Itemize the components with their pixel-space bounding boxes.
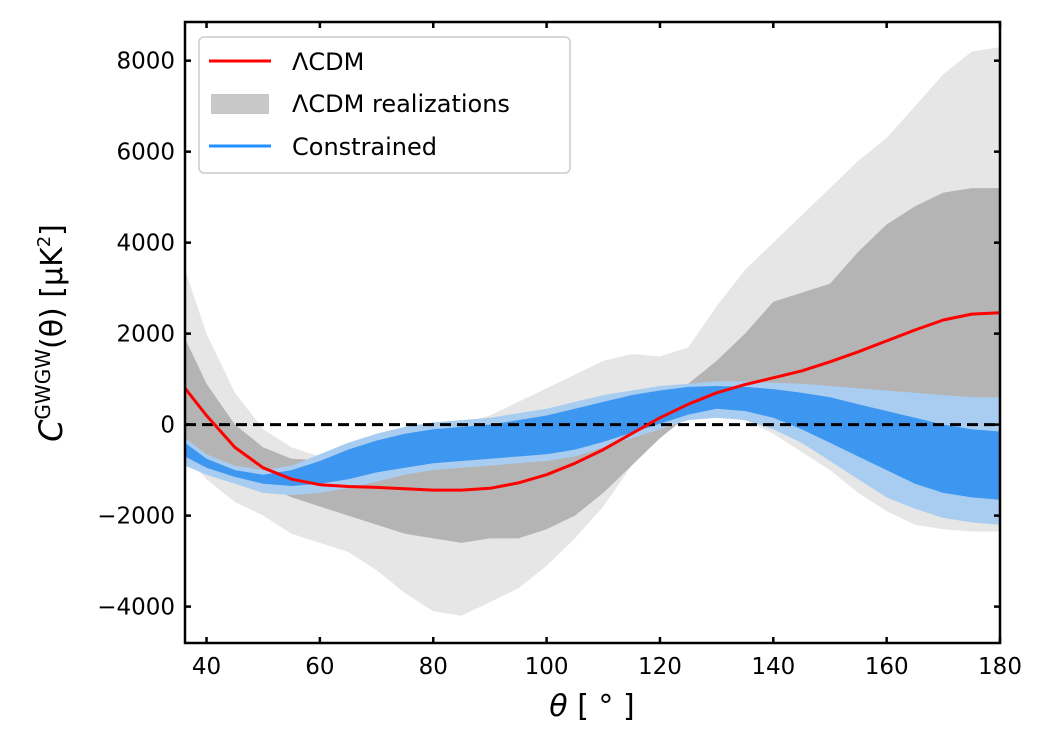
legend: ΛCDM ΛCDM realizations Constrained xyxy=(198,36,571,174)
series-line-cdm xyxy=(185,311,1000,492)
x-tick-label: 40 xyxy=(192,654,221,680)
ticks-layer: 40 60 80 100 120 140 160 180 −4000 −2000 0 2000 4000… xyxy=(97,22,1022,680)
x-tick-label: 100 xyxy=(525,654,569,680)
x-tick-label: 140 xyxy=(751,654,795,680)
x-tick-label: 120 xyxy=(638,654,682,680)
legend-box xyxy=(198,36,571,174)
legend-label-constrained: Constrained xyxy=(292,133,437,161)
band-constrained-inner xyxy=(185,386,1000,500)
y-tick-label: 4000 xyxy=(116,231,175,257)
x-tick-label: 180 xyxy=(978,654,1022,680)
y-tick-label: −2000 xyxy=(97,504,175,530)
legend-swatch-realizations xyxy=(211,94,269,114)
y-tick-label: 2000 xyxy=(116,322,175,348)
y-axis-label: CGWGW(θ) [μK2] xyxy=(31,224,70,442)
bands-layer xyxy=(185,47,1000,616)
x-tick-label: 80 xyxy=(419,654,448,680)
legend-label-lcdm: ΛCDM xyxy=(292,48,364,76)
lines-layer xyxy=(185,311,1000,492)
x-tick-label: 60 xyxy=(305,654,334,680)
y-tick-label: −4000 xyxy=(97,595,175,621)
y-tick-label: 8000 xyxy=(116,49,175,75)
plot-frame xyxy=(183,20,1002,645)
legend-label-realizations: ΛCDM realizations xyxy=(292,90,510,118)
x-axis-label: θ [ ° ] xyxy=(549,689,634,724)
y-tick-label: 6000 xyxy=(116,140,175,166)
y-tick-label: 0 xyxy=(160,413,175,439)
x-tick-label: 160 xyxy=(865,654,909,680)
